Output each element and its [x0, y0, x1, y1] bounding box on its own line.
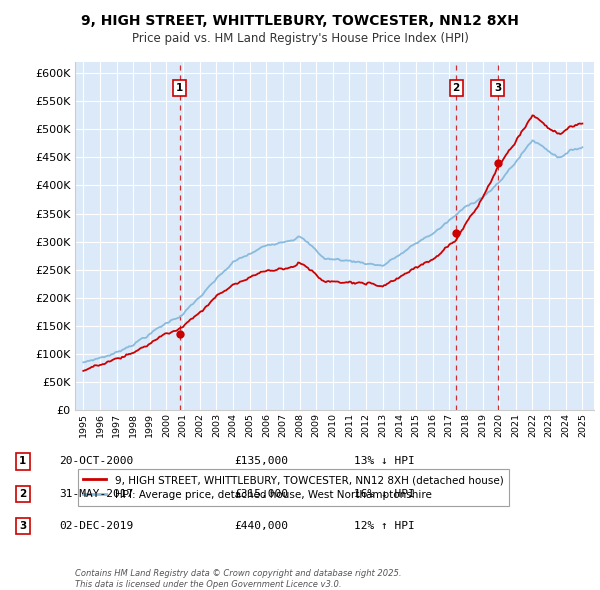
Legend: 9, HIGH STREET, WHITTLEBURY, TOWCESTER, NN12 8XH (detached house), HPI: Average : 9, HIGH STREET, WHITTLEBURY, TOWCESTER, … — [77, 469, 509, 506]
Text: 3: 3 — [19, 522, 26, 531]
Text: Price paid vs. HM Land Registry's House Price Index (HPI): Price paid vs. HM Land Registry's House … — [131, 32, 469, 45]
Text: 1: 1 — [176, 83, 183, 93]
Text: 02-DEC-2019: 02-DEC-2019 — [59, 522, 133, 531]
Text: 9, HIGH STREET, WHITTLEBURY, TOWCESTER, NN12 8XH: 9, HIGH STREET, WHITTLEBURY, TOWCESTER, … — [81, 14, 519, 28]
Text: 1: 1 — [19, 457, 26, 466]
Text: £440,000: £440,000 — [234, 522, 288, 531]
Text: 16% ↓ HPI: 16% ↓ HPI — [354, 489, 415, 499]
Text: 13% ↓ HPI: 13% ↓ HPI — [354, 457, 415, 466]
Text: 31-MAY-2017: 31-MAY-2017 — [59, 489, 133, 499]
Text: 20-OCT-2000: 20-OCT-2000 — [59, 457, 133, 466]
Text: £315,000: £315,000 — [234, 489, 288, 499]
Text: 2: 2 — [19, 489, 26, 499]
Text: 12% ↑ HPI: 12% ↑ HPI — [354, 522, 415, 531]
Text: £135,000: £135,000 — [234, 457, 288, 466]
Text: Contains HM Land Registry data © Crown copyright and database right 2025.
This d: Contains HM Land Registry data © Crown c… — [75, 569, 401, 589]
Text: 2: 2 — [452, 83, 460, 93]
Text: 3: 3 — [494, 83, 502, 93]
